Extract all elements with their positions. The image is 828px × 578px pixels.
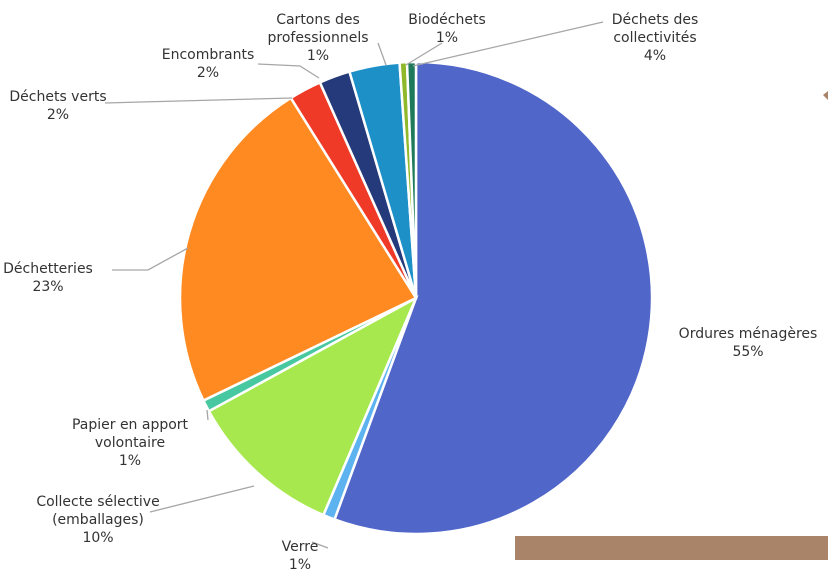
category-label: Biodéchets xyxy=(408,12,486,28)
category-label: Verre xyxy=(282,539,319,555)
leader-line-dechets-collectivites xyxy=(412,21,604,67)
value-label: 1% xyxy=(436,30,458,46)
category-label: volontaire xyxy=(95,435,165,451)
data-label-verre: Verre 1% xyxy=(282,539,319,573)
data-label-dechets-collectivites: Déchets des collectivités 4% xyxy=(612,12,699,64)
leader-line-papier-apport-volontaire xyxy=(206,409,209,421)
pie-slice-ordures-menageres xyxy=(332,60,654,536)
data-label-dechetteries: Déchetteries 23% xyxy=(3,261,93,295)
category-label: Déchets verts xyxy=(9,89,106,105)
leader-line-dechets-verts xyxy=(104,97,293,104)
leader-line-verre xyxy=(311,541,329,549)
pie-slice-dechetteries xyxy=(178,96,418,403)
category-label: professionnels xyxy=(267,30,368,46)
decorative-arrow xyxy=(823,91,828,100)
value-label: 1% xyxy=(307,48,329,64)
data-label-cartons-professionnels: Cartons des professionnels 1% xyxy=(267,12,368,64)
value-label: 2% xyxy=(47,107,69,123)
category-label: Collecte sélective xyxy=(36,494,159,510)
category-label: Cartons des xyxy=(276,12,360,28)
leader-line-encombrants xyxy=(257,63,320,79)
category-label: Papier en apport xyxy=(72,417,189,433)
leader-line-cartons-professionnels xyxy=(377,42,387,66)
value-label: 55% xyxy=(732,344,763,360)
category-label: Déchetteries xyxy=(3,261,93,277)
category-label: Ordures ménagères xyxy=(679,326,818,342)
category-label: Déchets des xyxy=(612,12,699,28)
leader-line-collecte-selective xyxy=(149,485,255,513)
data-label-papier-apport-volontaire: Papier en apport volontaire 1% xyxy=(72,417,189,469)
decorative-bar xyxy=(515,536,828,560)
pie-slice-collecte-selective xyxy=(207,295,419,517)
data-label-collecte-selective: Collecte sélective (emballages) 10% xyxy=(36,494,159,546)
value-label: 2% xyxy=(197,65,219,81)
category-label: Encombrants xyxy=(162,47,255,63)
data-label-biodechets: Biodéchets 1% xyxy=(408,12,486,46)
data-label-ordures-menageres: Ordures ménagères 55% xyxy=(679,326,818,360)
value-label: 10% xyxy=(82,530,113,546)
value-label: 1% xyxy=(119,453,141,469)
data-label-encombrants: Encombrants 2% xyxy=(162,47,255,81)
value-label: 4% xyxy=(644,48,666,64)
leader-line-dechetteries xyxy=(112,247,189,271)
category-label: (emballages) xyxy=(52,512,144,528)
value-label: 23% xyxy=(32,279,63,295)
leader-line-biodechets xyxy=(405,42,443,66)
value-label: 1% xyxy=(289,557,311,573)
category-label: collectivités xyxy=(613,30,696,46)
data-label-dechets-verts: Déchets verts 2% xyxy=(9,89,106,123)
